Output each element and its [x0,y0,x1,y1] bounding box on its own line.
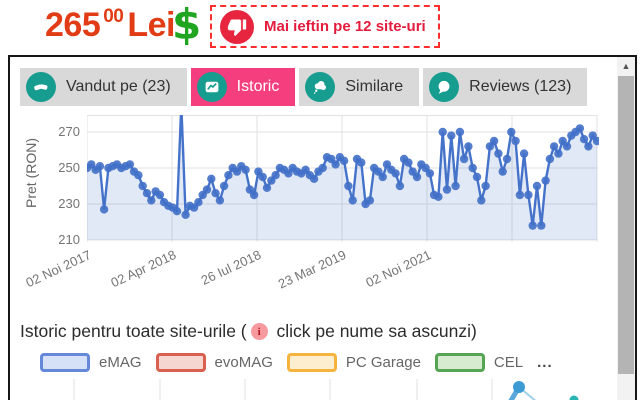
handshake-icon [26,72,56,102]
tab-label: Vandut pe (23) [66,78,171,95]
x-tick-label: 02 Noi 2017 [23,247,94,291]
legend-more[interactable]: ... [537,354,553,371]
panel-scrollbar[interactable]: ▲ [617,57,635,400]
series-legend: eMAG evoMAG PC Garage CEL... [40,353,553,372]
legend-item-evomag[interactable]: evoMAG [155,353,273,372]
price-history-panel: Vandut pe (23) Istoric Similare Reviews (12… [8,55,637,400]
line-chart-icon [196,72,227,102]
y-tick-label: 270 [58,124,80,139]
tab-reviews-123[interactable]: Reviews (123) [423,68,588,106]
tab-label: Istoric [236,78,280,95]
cheaper-alert-label: Mai ieftin pe 12 site-uri [264,18,426,35]
tab-bar: Vandut pe (23) Istoric Similare Reviews (12… [20,68,588,106]
caption-after: click pe nume sa ascunzi) [271,321,477,341]
x-tick-label: 26 Iul 2018 [198,247,264,288]
x-tick-label: 02 Noi 2021 [363,247,434,291]
scrollbar-thumb[interactable] [618,76,634,374]
legend-label: PC Garage [345,354,421,371]
price-history-chart[interactable] [87,115,599,242]
partial-series-point [513,381,525,393]
x-tick-label: 23 Mar 2019 [275,247,349,292]
tab-label: Reviews (123) [469,78,572,95]
caption-before: Istoric pentru toate site-urile ( [20,321,247,341]
legend-label: evoMAG [214,354,273,371]
legend-item-pc-garage[interactable]: PC Garage [286,353,421,372]
legend-caption: Istoric pentru toate site-urile (i click… [20,321,477,342]
tab-label: Similare [345,78,404,95]
dollar-icon: $ [172,0,202,49]
legend-label: CEL [493,354,524,371]
price-currency: Lei [127,6,175,44]
legend-swatch [155,353,206,372]
legend-swatch [286,353,337,372]
y-tick-label: 210 [58,232,80,247]
legend-swatch [434,353,485,372]
legend-item-emag[interactable]: eMAG [40,353,142,372]
partial-second-chart [73,379,579,400]
tab-vandut-pe-23[interactable]: Vandut pe (23) [20,68,187,106]
x-tick-label: 02 Apr 2018 [108,247,179,291]
legend-item-cel[interactable]: CEL [434,353,524,372]
partial-series-point [569,395,579,400]
y-tick-label: 250 [58,160,80,175]
tab-istoric[interactable]: Istoric [190,68,296,106]
product-price: 265 00 Lei [45,6,175,45]
price-whole: 265 [45,6,101,44]
y-axis-title: Pret (RON) [23,138,39,208]
price-header: 265 00 Lei $ Mai ieftin pe 12 site-uri [0,0,640,55]
price-cents: 00 [103,6,124,27]
y-tick-label: 230 [58,196,80,211]
scroll-up-arrow[interactable]: ▲ [617,57,635,74]
info-icon[interactable]: i [250,323,268,340]
tab-similare[interactable]: Similare [299,68,420,106]
thumbs-down-icon [220,9,254,44]
legend-label: eMAG [99,354,142,371]
legend-swatch [40,353,90,372]
thought-bubble-icon [305,72,336,102]
speech-bubble-icon [429,72,460,102]
cheaper-alert-button[interactable]: Mai ieftin pe 12 site-uri [210,5,440,48]
